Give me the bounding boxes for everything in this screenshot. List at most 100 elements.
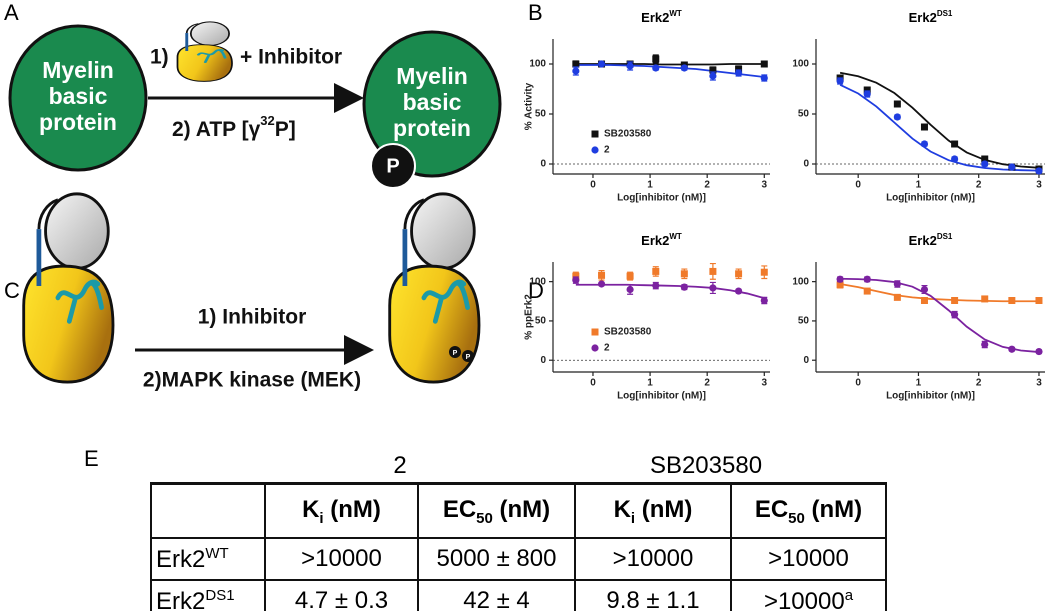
chart-title-sup: DS1: [937, 232, 953, 241]
y-tick-label: 0: [540, 159, 546, 170]
legend-label: 2: [604, 145, 610, 156]
legend-marker: [591, 328, 599, 336]
substrate-circle: [362, 30, 502, 178]
fit-curve: [840, 277, 1040, 353]
data-point: [1008, 345, 1016, 353]
header-text: K: [302, 495, 320, 523]
table-cell: >10000: [730, 537, 887, 581]
chart-title-main: Erk2: [909, 233, 937, 248]
x-tick-label: 0: [855, 378, 861, 389]
data-point: [893, 280, 901, 288]
data-point: [709, 284, 717, 292]
header-cell: EC50 (nM): [730, 482, 887, 539]
data-point: [572, 272, 580, 280]
x-axis-label: Log[inhibitor (nM)]: [617, 193, 706, 204]
data-point: [760, 268, 768, 276]
y-tick-label: 100: [529, 276, 546, 287]
x-tick-label: 2: [976, 180, 982, 191]
header-text: K: [613, 495, 631, 523]
data-point: [920, 297, 928, 304]
panel-label: B: [528, 0, 543, 25]
row-sup: WT: [205, 544, 229, 562]
data-point: [951, 311, 959, 319]
fit-curve: [575, 64, 765, 78]
x-tick-label: 3: [762, 378, 768, 389]
data-point: [981, 340, 989, 349]
x-tick-label: 1: [916, 378, 922, 389]
data-point: [626, 62, 634, 70]
table-cell: 42 ± 4: [417, 579, 576, 611]
data-point: [680, 270, 688, 278]
header-text: (nM): [804, 495, 863, 523]
x-tick-label: 0: [590, 378, 596, 389]
data-point: [1035, 297, 1043, 304]
y-tick-label: 50: [535, 109, 547, 120]
header-cell: Ki (nM): [264, 482, 419, 539]
data-point: [572, 276, 580, 284]
data-point: [981, 155, 989, 163]
row-name: Erk2: [156, 587, 206, 611]
fit-curve: [839, 283, 1039, 303]
step-text: 2) ATP [γ: [172, 118, 261, 141]
chart-title-main: Erk2: [641, 233, 669, 248]
y-tick-label: 0: [540, 355, 546, 366]
phospho-circle: [449, 346, 461, 358]
data-point: [893, 293, 901, 301]
substrate-circle: [8, 24, 148, 172]
fit-curve: [575, 63, 765, 66]
data-point: [760, 74, 768, 82]
step-label: + Inhibitor: [240, 46, 342, 69]
chart-title-sup: WT: [669, 9, 682, 18]
fit-curve: [839, 83, 1039, 172]
data-point: [598, 271, 606, 279]
chart-title: Erk2WT: [641, 9, 682, 25]
phospho-label: P: [453, 350, 458, 357]
x-tick-label: 3: [1036, 180, 1042, 191]
fit-curve: [839, 71, 1040, 169]
x-tick-label: 1: [916, 180, 922, 191]
data-point: [652, 267, 660, 275]
x-axis-label: Log[inhibitor (nM)]: [886, 391, 975, 402]
results-table: Ki (nM) EC50 (nM) Ki (nM) EC50 (nM) Erk2…: [150, 482, 887, 611]
step-label: 2)MAPK kinase (MEK): [143, 369, 361, 392]
substrate-text: protein: [393, 115, 471, 141]
header-text: (nM): [492, 495, 551, 523]
data-point: [951, 155, 959, 163]
data-point: [626, 272, 634, 280]
data-point: [981, 160, 989, 168]
data-point: [951, 297, 959, 304]
substrate-text: Myelin: [396, 63, 468, 89]
y-axis-label: % ppErk2: [524, 294, 535, 340]
row-header: Erk2WT: [150, 537, 266, 581]
row-header: Erk2DS1: [150, 579, 266, 611]
data-point: [836, 281, 844, 289]
data-point: [597, 60, 606, 68]
data-point: [1035, 167, 1043, 175]
table-cell: 5000 ± 800: [417, 537, 576, 581]
header-row: Ki (nM) EC50 (nM) Ki (nM) EC50 (nM): [150, 482, 887, 539]
data-point: [652, 281, 660, 290]
x-tick-label: 2: [976, 378, 982, 389]
step-text: P]: [275, 118, 296, 141]
panel-label: A: [4, 0, 19, 25]
data-point: [680, 64, 688, 72]
data-point: [626, 285, 634, 294]
header-sub: 50: [788, 509, 805, 527]
substrate-text: basic: [403, 89, 462, 115]
step-label: 1): [150, 46, 169, 69]
legend-label: SB203580: [604, 327, 652, 338]
data-point: [981, 295, 989, 303]
data-point: [597, 280, 606, 288]
row-sup: DS1: [205, 586, 235, 604]
y-tick-label: 0: [803, 159, 809, 170]
legend-marker: [591, 130, 599, 138]
substrate-text: Myelin: [42, 57, 114, 83]
data-point: [836, 77, 844, 85]
header-text: (nM): [323, 495, 381, 523]
x-axis-label: Log[inhibitor (nM)]: [617, 391, 706, 402]
header-text: EC: [754, 495, 789, 523]
header-text: (nM): [635, 495, 693, 523]
substrate-text: protein: [39, 109, 117, 135]
table-cell: >10000a: [730, 579, 887, 611]
